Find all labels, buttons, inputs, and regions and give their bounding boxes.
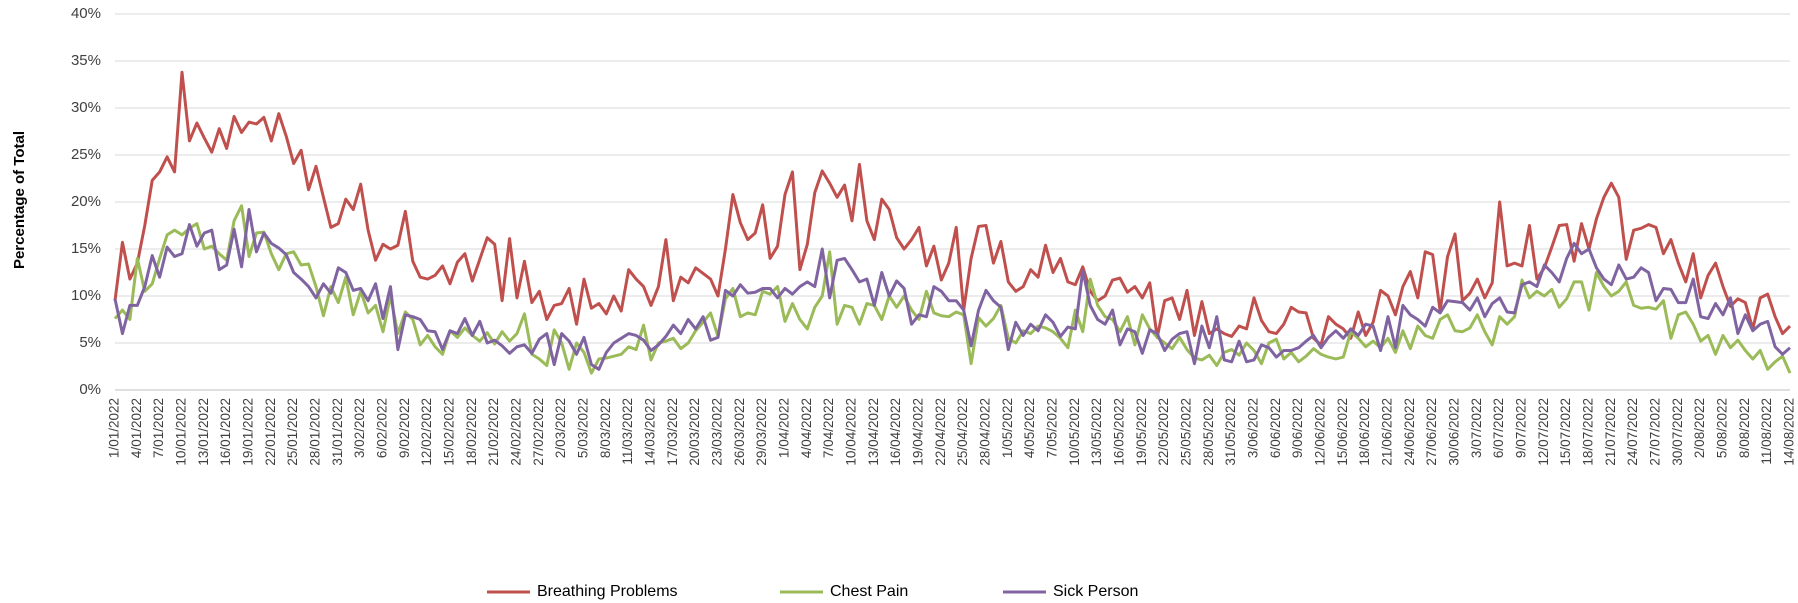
x-tick-label: 9/02/2022 [397,398,412,458]
x-tick-label: 2/03/2022 [553,398,568,458]
x-tick-label: 22/05/2022 [1156,398,1171,466]
x-tick-label: 6/06/2022 [1268,398,1283,458]
x-tick-label: 1/04/2022 [777,398,792,458]
x-tick-label: 1/05/2022 [1000,398,1015,458]
x-tick-label: 28/05/2022 [1201,398,1216,466]
x-tick-label: 20/03/2022 [687,398,702,466]
legend-label: Breathing Problems [537,583,678,600]
y-tick-label: 15% [71,240,101,257]
y-tick-label: 40% [71,5,101,22]
x-tick-label: 7/05/2022 [1045,398,1060,458]
x-tick-label: 18/07/2022 [1581,398,1596,466]
y-tick-label: 5% [79,334,101,351]
x-tick-label: 16/01/2022 [218,398,233,466]
line-series [113,70,1792,347]
x-tick-label: 13/01/2022 [196,398,211,466]
x-tick-label: 2/08/2022 [1692,398,1707,458]
x-tick-label: 3/06/2022 [1246,398,1261,458]
x-tick-label: 19/05/2022 [1134,398,1149,466]
x-tick-label: 21/02/2022 [486,398,501,466]
x-tick-label: 25/01/2022 [285,398,300,466]
x-tick-label: 4/05/2022 [1022,398,1037,458]
x-tick-label: 24/07/2022 [1625,398,1640,466]
x-tick-label: 1/01/2022 [107,398,122,458]
x-tick-label: 15/02/2022 [442,398,457,466]
x-tick-label: 11/03/2022 [620,398,635,465]
y-axis-title: Percentage of Total [11,131,28,269]
x-tick-label: 9/06/2022 [1290,398,1305,458]
y-tick-label: 10% [71,287,101,304]
x-tick-label: 25/04/2022 [955,398,970,466]
x-tick-label: 21/07/2022 [1603,398,1618,466]
x-tick-label: 15/07/2022 [1558,398,1573,466]
x-tick-label: 4/01/2022 [129,398,144,458]
x-tick-label: 28/04/2022 [978,398,993,466]
x-tick-label: 5/03/2022 [576,398,591,458]
x-tick-label: 18/06/2022 [1357,398,1372,466]
x-tick-label: 22/01/2022 [263,398,278,466]
x-tick-label: 19/01/2022 [241,398,256,466]
x-tick-label: 14/08/2022 [1782,398,1797,466]
x-tick-label: 31/01/2022 [330,398,345,466]
x-tick-label: 27/02/2022 [531,398,546,466]
x-tick-label: 27/07/2022 [1648,398,1663,466]
x-tick-label: 24/06/2022 [1402,398,1417,466]
x-tick-label: 26/03/2022 [732,398,747,466]
x-tick-label: 12/06/2022 [1313,398,1328,466]
line-series [113,208,1791,371]
x-tick-label: 23/03/2022 [710,398,725,466]
x-tick-label: 13/05/2022 [1089,398,1104,466]
x-tick-label: 8/03/2022 [598,398,613,458]
x-tick-label: 12/07/2022 [1536,398,1551,466]
y-tick-label: 20% [71,193,101,210]
x-tick-label: 31/05/2022 [1223,398,1238,466]
x-tick-label: 18/02/2022 [464,398,479,466]
x-tick-label: 29/03/2022 [754,398,769,466]
x-tick-label: 16/04/2022 [888,398,903,466]
legend-label: Sick Person [1053,583,1138,600]
x-tick-label: 16/05/2022 [1112,398,1127,466]
x-tick-label: 7/04/2022 [821,398,836,458]
x-tick-label: 27/06/2022 [1424,398,1439,466]
x-tick-label: 21/06/2022 [1380,398,1395,466]
x-tick-label: 7/01/2022 [151,398,166,458]
x-tick-label: 9/07/2022 [1514,398,1529,458]
x-tick-label: 15/06/2022 [1335,398,1350,466]
x-tick-label: 30/06/2022 [1447,398,1462,466]
y-tick-label: 25% [71,146,101,163]
line-series [113,204,1792,375]
x-tick-label: 10/05/2022 [1067,398,1082,466]
x-tick-label: 14/03/2022 [643,398,658,466]
y-tick-label: 30% [71,99,101,116]
x-tick-label: 10/01/2022 [174,398,189,466]
x-tick-label: 19/04/2022 [911,398,926,466]
x-tick-label: 6/07/2022 [1491,398,1506,458]
x-tick-label: 10/04/2022 [844,398,859,466]
legend-label: Chest Pain [830,583,908,600]
x-tick-label: 3/07/2022 [1469,398,1484,458]
x-tick-label: 25/05/2022 [1179,398,1194,466]
x-tick-label: 30/07/2022 [1670,398,1685,466]
x-tick-label: 3/02/2022 [352,398,367,458]
x-tick-label: 17/03/2022 [665,398,680,466]
x-tick-label: 22/04/2022 [933,398,948,466]
x-tick-label: 13/04/2022 [866,398,881,466]
x-tick-label: 6/02/2022 [375,398,390,458]
x-tick-label: 12/02/2022 [419,398,434,466]
x-tick-label: 8/08/2022 [1737,398,1752,458]
x-tick-label: 24/02/2022 [509,398,524,466]
y-tick-label: 35% [71,52,101,69]
x-tick-label: 28/01/2022 [308,398,323,466]
x-tick-label: 5/08/2022 [1715,398,1730,458]
x-tick-label: 4/04/2022 [799,398,814,458]
y-tick-label: 0% [79,381,101,398]
x-tick-label: 11/08/2022 [1759,398,1774,465]
